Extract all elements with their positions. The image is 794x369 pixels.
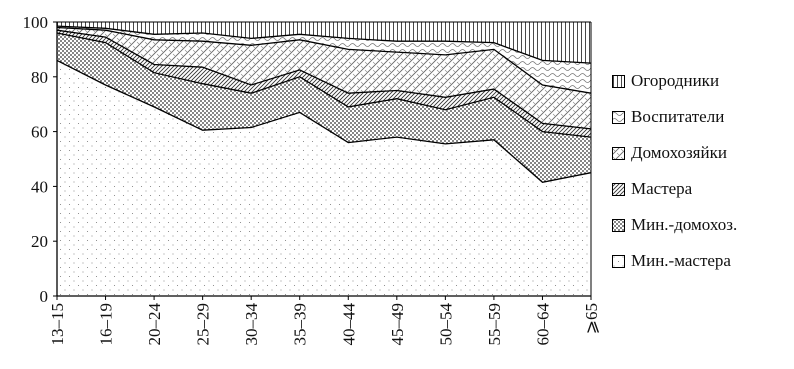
x-tick-label: 25–29 [194, 303, 213, 346]
y-tick-label: 60 [31, 123, 48, 142]
area-5 [57, 26, 591, 94]
legend-label: Мин.-мастера [631, 251, 731, 270]
area-series-group [56, 21, 592, 297]
legend-item: Домохозяйки [612, 135, 792, 171]
tick-labels: 0 20 40 60 80 100 13–15 16–19 20–24 25–29 30–34 35–… [23, 13, 602, 346]
area-boundary-line-2 [56, 32, 592, 138]
y-tick-label: 80 [31, 68, 48, 87]
y-tick-label: 100 [23, 13, 49, 32]
legend-label: Огородники [631, 71, 720, 90]
legend-item: Мин.-домохоз. [612, 207, 792, 243]
legend-swatch [612, 182, 625, 196]
x-tick-label: 50–54 [436, 303, 455, 346]
legend-item: Огородники [612, 63, 792, 99]
legend-swatch [612, 146, 625, 160]
legend-swatch [612, 110, 625, 124]
area-2 [57, 33, 591, 183]
legend-label: Мастера [631, 179, 693, 198]
legend-swatch [612, 74, 625, 88]
x-tick-label: 60–64 [534, 303, 553, 346]
x-tick-label: 16–19 [97, 303, 116, 346]
area-boundary-line-1 [56, 59, 592, 183]
x-tick-label: 30–34 [242, 303, 261, 346]
legend-swatch [612, 218, 625, 232]
y-tick-label: 40 [31, 177, 48, 196]
legend-item: Мин.-мастера [612, 243, 792, 279]
y-tick-label: 20 [31, 232, 48, 251]
area-3 [57, 30, 591, 138]
legend-label: Домохозяйки [631, 143, 727, 162]
legend-label: Воспитатели [631, 107, 725, 126]
x-tick-label: 20–24 [145, 303, 164, 346]
x-tick-label: 40–44 [339, 303, 358, 346]
legend: Огородники Воспитатели Домохозяйки Мастера М… [612, 63, 792, 279]
y-tick-label: 0 [40, 287, 49, 306]
legend-swatch [612, 254, 625, 268]
area-4 [57, 27, 591, 129]
area-6 [57, 22, 591, 64]
area-boundary-line-3 [56, 29, 592, 130]
x-tick-label: 35–39 [291, 303, 310, 346]
legend-label: Мин.-домохоз. [631, 215, 738, 234]
x-tick-label: 45–49 [388, 303, 407, 346]
legend-item: Мастера [612, 171, 792, 207]
x-tick-label: 13–15 [48, 303, 67, 346]
legend-item: Воспитатели [612, 99, 792, 135]
area-boundary-line-5 [56, 25, 592, 64]
x-tick-label: ⩾65 [582, 303, 601, 334]
area-boundary-line-4 [56, 26, 592, 94]
axes [53, 21, 592, 300]
x-tick-label: 55–59 [485, 303, 504, 346]
area-1 [57, 60, 591, 297]
